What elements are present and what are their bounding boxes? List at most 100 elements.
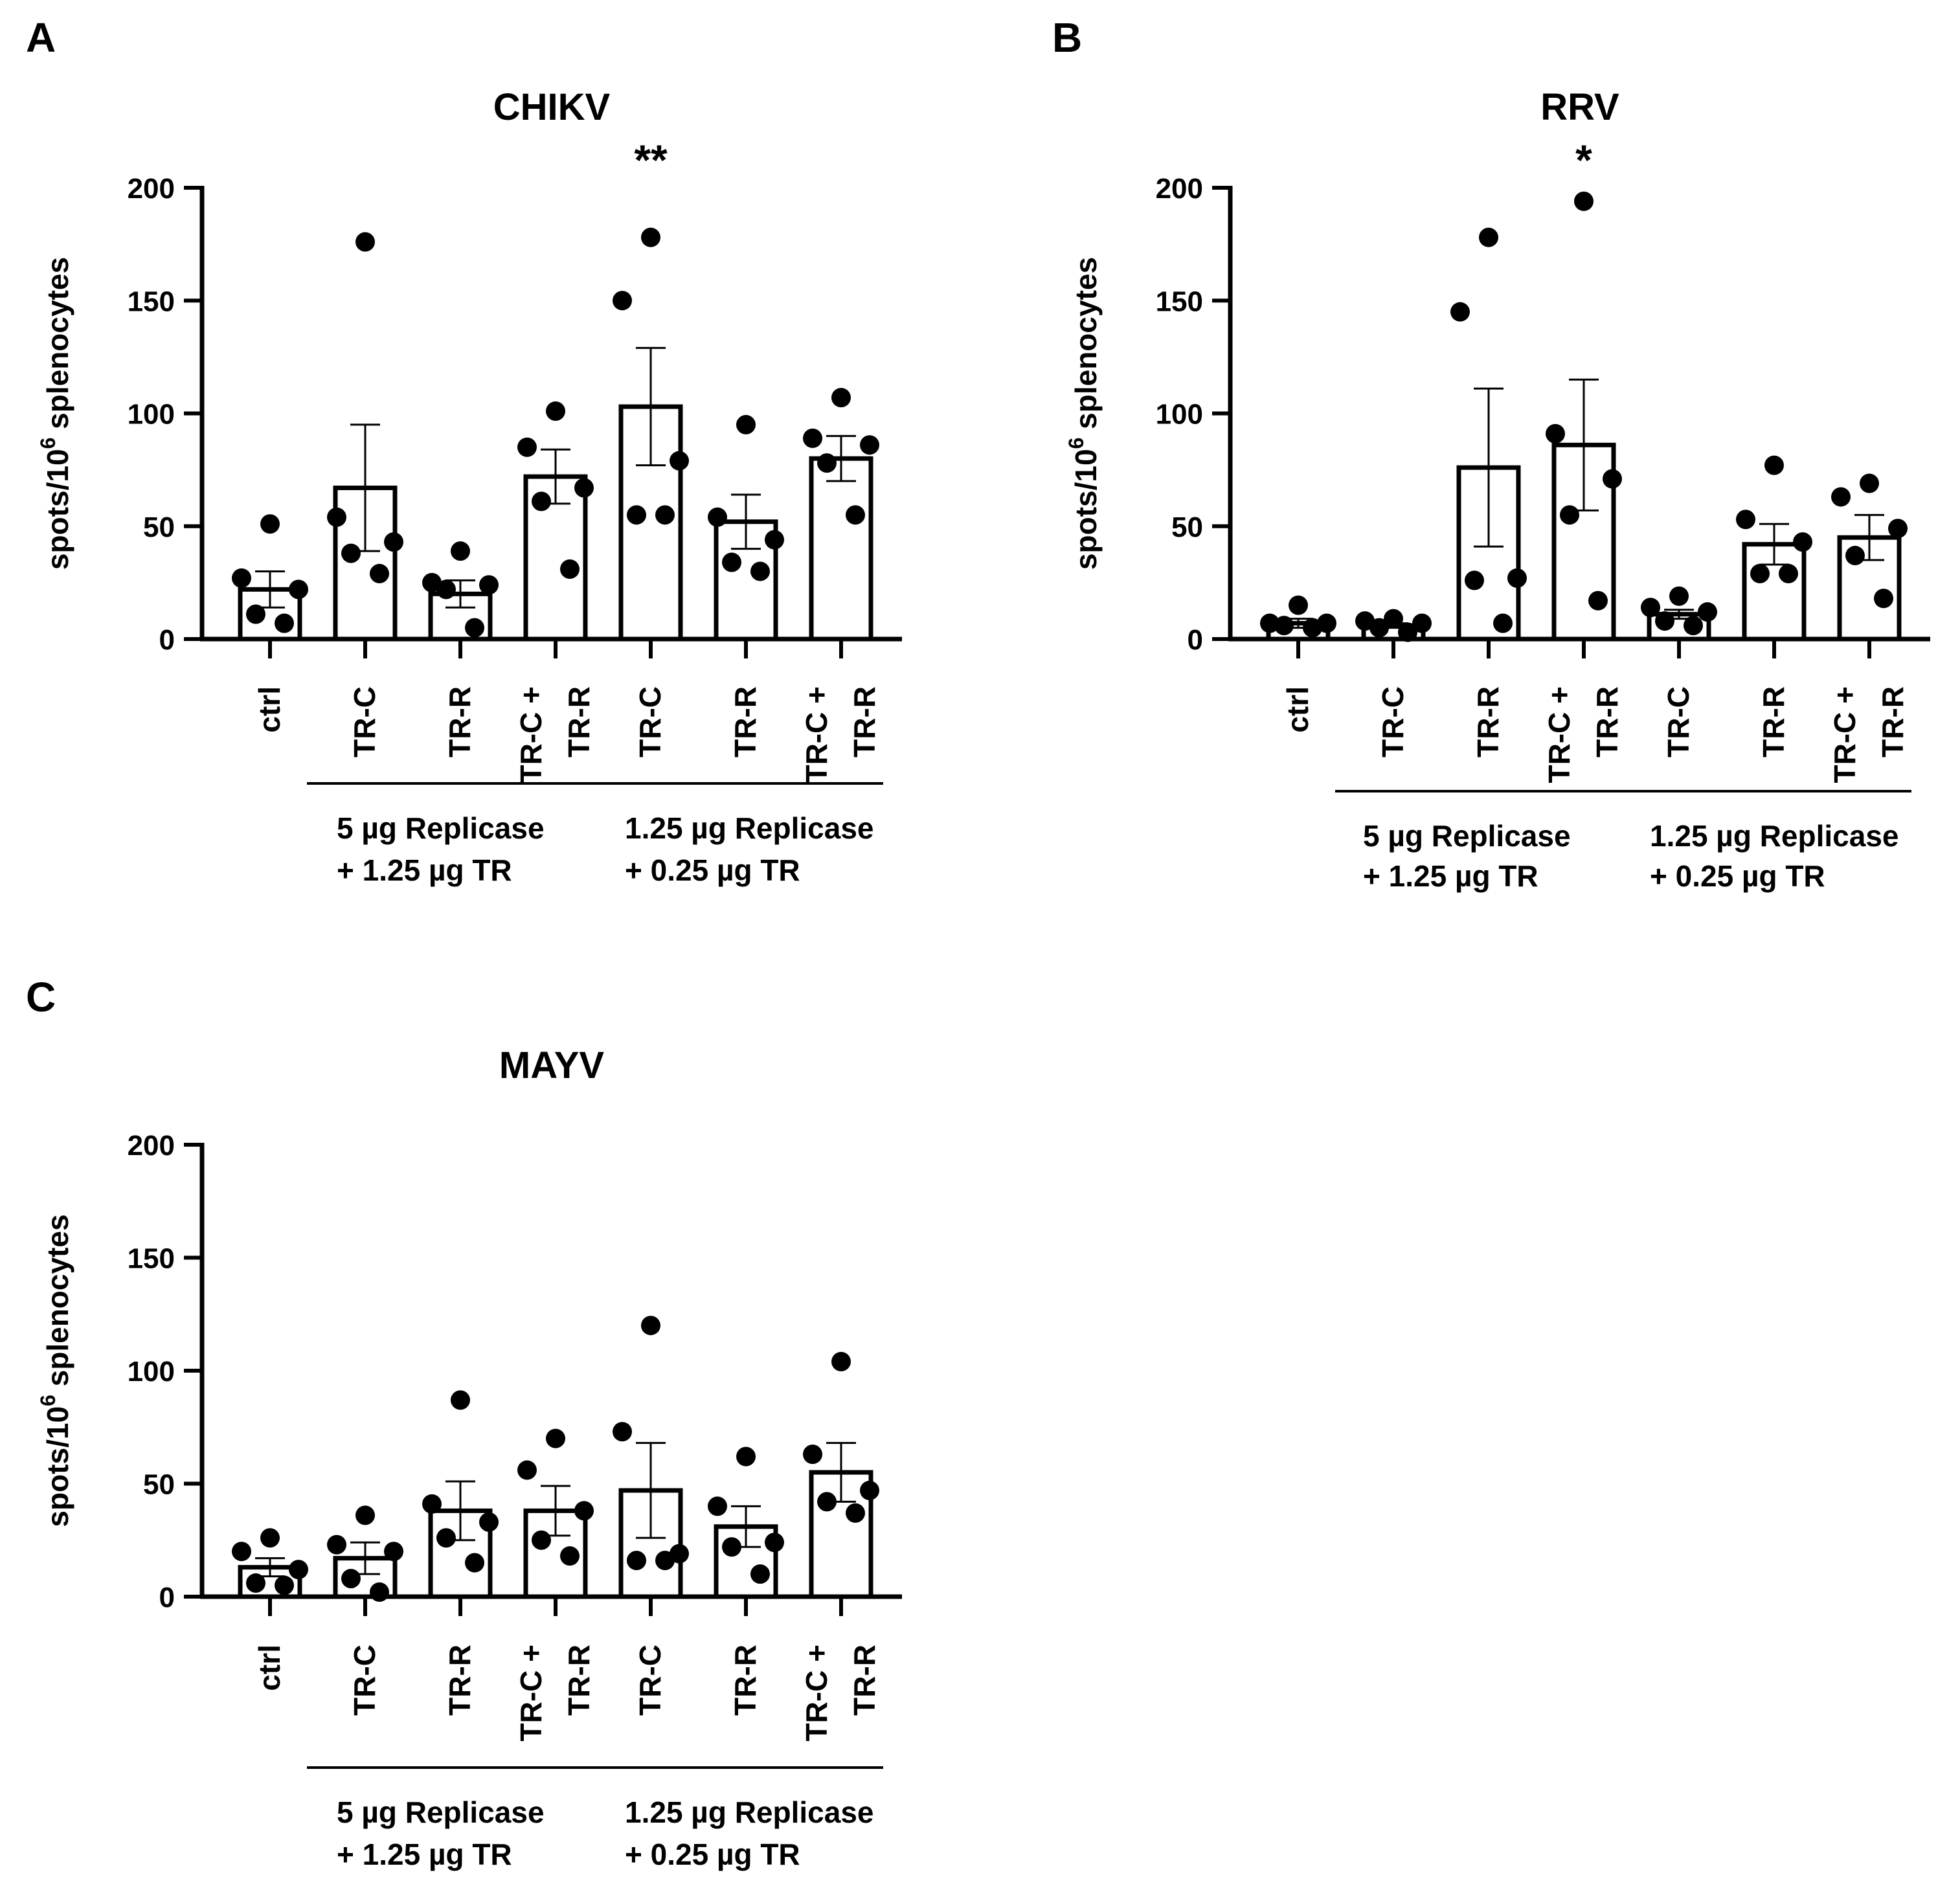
- data-point: [641, 1316, 660, 1336]
- data-point: [817, 1492, 837, 1512]
- x-category-label: TR-C: [348, 1645, 381, 1716]
- data-point: [1574, 191, 1594, 211]
- data-point: [1588, 590, 1608, 611]
- data-point: [1260, 613, 1279, 633]
- panel-b: B RRV 0 50 100 150 200 spots/106 splenocytes * ct…: [1052, 14, 1930, 893]
- group-label-line1: 1.25 µg Replicase: [1650, 819, 1899, 853]
- y-tick-label: 100: [128, 399, 175, 431]
- chart-title: CHIKV: [493, 86, 611, 128]
- data-point: [341, 543, 361, 563]
- y-axis-label: spots/106 splenocytes: [1064, 257, 1103, 570]
- data-point: [1845, 546, 1865, 566]
- data-point: [708, 1496, 727, 1516]
- data-point: [736, 1446, 756, 1467]
- data-point: [1831, 487, 1851, 507]
- x-category-label: TR-R: [1471, 686, 1505, 758]
- y-label-sup: 6: [1064, 438, 1088, 449]
- x-category-label: TR-R: [848, 686, 881, 758]
- data-point: [750, 1564, 770, 1584]
- x-category-label: TR-C +: [800, 1645, 833, 1742]
- data-point: [1369, 618, 1389, 638]
- x-category-label: ctrl: [1281, 686, 1314, 733]
- group-label-line1: 5 µg Replicase: [1363, 819, 1571, 853]
- x-category-label: TR-C +: [514, 686, 548, 783]
- data-point: [860, 435, 879, 455]
- data-point: [817, 453, 837, 473]
- data-point: [1465, 570, 1484, 590]
- y-label-suffix: splenocytes: [41, 257, 74, 438]
- data-point: [708, 507, 727, 527]
- data-point: [1779, 563, 1798, 583]
- data-point: [517, 1460, 537, 1480]
- data-point: [384, 532, 403, 552]
- x-category-label: TR-R: [1876, 686, 1909, 758]
- panel-letter: A: [26, 14, 56, 61]
- data-point: [1412, 613, 1432, 633]
- y-axis-label: spots/106 splenocytes: [36, 1214, 74, 1527]
- data-point: [641, 227, 660, 247]
- data-point: [655, 505, 675, 525]
- data-point: [1764, 455, 1784, 475]
- data-point: [1479, 227, 1498, 247]
- data-point: [246, 1573, 265, 1593]
- x-category-label: TR-C: [633, 686, 667, 758]
- data-point: [1560, 505, 1579, 525]
- data-point: [260, 1528, 280, 1548]
- y-label-suffix: splenocytes: [1069, 257, 1103, 438]
- data-point: [1384, 609, 1403, 629]
- data-point: [546, 1428, 565, 1448]
- data-point: [574, 478, 594, 498]
- data-point: [451, 541, 470, 561]
- x-category-label: TR-C: [348, 686, 381, 758]
- group-label-line1: 5 µg Replicase: [337, 1795, 545, 1829]
- group-label-line1: 1.25 µg Replicase: [625, 1795, 874, 1829]
- data-point: [1860, 473, 1879, 493]
- x-category-label: TR-R: [1757, 686, 1790, 758]
- data-point: [627, 505, 646, 525]
- data-point: [546, 401, 565, 421]
- y-tick-label: 100: [1156, 399, 1203, 431]
- data-point: [1698, 602, 1717, 622]
- group-label-line2: + 0.25 µg TR: [625, 853, 800, 887]
- y-tick-label: 200: [1156, 173, 1203, 205]
- y-label-prefix: spots/10: [41, 449, 74, 570]
- data-point: [436, 579, 456, 600]
- data-point: [289, 579, 308, 600]
- data-point: [327, 1534, 346, 1555]
- data-point: [860, 1480, 879, 1500]
- data-point: [803, 428, 822, 448]
- data-point: [327, 507, 346, 527]
- data-point: [355, 1505, 375, 1525]
- group-label-line2: + 0.25 µg TR: [1650, 859, 1825, 893]
- data-point: [1655, 611, 1674, 631]
- significance-marker: **: [634, 136, 668, 184]
- data-point: [465, 1553, 484, 1573]
- data-point: [341, 1569, 361, 1589]
- y-label-prefix: spots/10: [41, 1406, 74, 1527]
- data-point: [560, 559, 580, 579]
- group-label-line2: + 1.25 µg TR: [1363, 859, 1538, 893]
- data-point: [736, 414, 756, 434]
- data-point: [722, 552, 741, 572]
- data-point: [275, 613, 294, 633]
- bar: [809, 456, 873, 642]
- data-point: [560, 1546, 580, 1566]
- x-category-label: TR-R: [443, 686, 477, 758]
- data-point: [574, 1501, 594, 1521]
- x-category-label: TR-R: [562, 686, 596, 758]
- x-category-label: TR-C +: [1542, 686, 1576, 783]
- y-tick-label: 150: [128, 286, 175, 317]
- group-label-line1: 1.25 µg Replicase: [625, 811, 874, 845]
- panel-letter: C: [26, 974, 56, 1020]
- y-tick-label: 200: [128, 1130, 175, 1162]
- data-point: [1888, 519, 1908, 539]
- group-label-line1: 5 µg Replicase: [337, 811, 545, 845]
- x-category-label: TR-R: [562, 1645, 596, 1716]
- panel-letter: B: [1052, 14, 1082, 61]
- y-tick-label: 0: [159, 1582, 175, 1613]
- y-tick-label: 50: [1171, 511, 1203, 543]
- data-point: [613, 1422, 632, 1442]
- y-tick-label: 0: [1188, 624, 1203, 656]
- data-point: [1641, 598, 1660, 618]
